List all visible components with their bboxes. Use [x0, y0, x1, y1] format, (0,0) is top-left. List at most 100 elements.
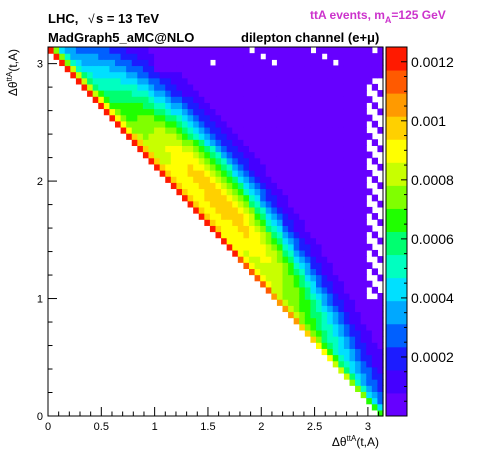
palette-swatch [386, 47, 407, 71]
heatmap-cell [165, 114, 172, 122]
heatmap-cell [343, 77, 351, 85]
heatmap-cell [271, 213, 278, 220]
heatmap-cell [204, 71, 211, 79]
heatmap-cell [260, 108, 267, 116]
heatmap-cell [304, 262, 312, 269]
heatmap-cell [170, 139, 178, 146]
heatmap-cell [343, 170, 351, 177]
heatmap-cell [75, 59, 83, 67]
heatmap-cell [198, 120, 205, 128]
heatmap-cell [360, 348, 367, 356]
heatmap-cell [170, 170, 178, 177]
heatmap-cell [371, 397, 379, 405]
heatmap-cell [355, 354, 362, 362]
heatmap-cell [103, 102, 111, 110]
heatmap-cell [360, 231, 367, 239]
heatmap-cell [321, 170, 328, 177]
heatmap-cell [355, 342, 362, 349]
heatmap-cell [327, 194, 334, 202]
heatmap-cell [243, 256, 250, 263]
heatmap-cell [282, 293, 289, 300]
heatmap-cell [304, 219, 312, 226]
heatmap-cell [232, 83, 239, 91]
heatmap-cell [332, 280, 339, 288]
heatmap-cell [243, 120, 250, 128]
heatmap-cell [137, 59, 144, 67]
heatmap-cell [366, 305, 373, 313]
heatmap-cell [304, 194, 312, 202]
heatmap-cell [120, 47, 127, 54]
heatmap-cell [215, 170, 222, 177]
y-title-main: Δθ [6, 81, 20, 96]
heatmap-cell [349, 182, 356, 190]
heatmap-cell [237, 114, 245, 122]
heatmap-cell [338, 77, 345, 85]
heatmap-cell [316, 151, 323, 159]
x-tick-label: 1.5 [200, 421, 215, 433]
heatmap-cell [176, 126, 183, 134]
heatmap-cell [355, 71, 362, 79]
heatmap-cell [377, 59, 384, 67]
heatmap-cell [371, 336, 379, 343]
heatmap-cell [70, 53, 77, 60]
heatmap-cell [288, 65, 295, 73]
heatmap-cell [182, 145, 189, 153]
palette-tick-label: 0.0002 [411, 349, 454, 365]
heatmap-cell [204, 83, 211, 91]
heatmap-cell [232, 90, 239, 97]
heatmap-cell [209, 126, 217, 134]
heatmap-cell [355, 317, 362, 325]
heatmap-cell [360, 268, 367, 276]
heatmap-cell [232, 176, 239, 183]
heatmap-cell [366, 311, 373, 319]
heatmap-cell [332, 200, 339, 208]
heatmap-cell [209, 182, 217, 190]
y-title-sup: ttA [5, 71, 14, 81]
heatmap-cell [232, 96, 239, 103]
heatmap-cell [343, 231, 351, 239]
heatmap-cell [299, 157, 306, 165]
heatmap-cell [327, 286, 334, 294]
heatmap-cell [254, 237, 261, 245]
heatmap-cell [360, 176, 367, 183]
heatmap-cell [316, 311, 323, 319]
heatmap-cell [360, 213, 367, 220]
heatmap-cell [271, 139, 278, 146]
heatmap-cell [316, 96, 323, 103]
heatmap-cell [98, 83, 105, 91]
heatmap-cell [265, 206, 272, 214]
heatmap-cell [377, 348, 384, 356]
heatmap-cell [327, 348, 334, 356]
heatmap-cell [316, 120, 323, 128]
heatmap-cell [343, 219, 351, 226]
heatmap-cell [271, 65, 278, 73]
heatmap-cell [142, 59, 150, 67]
heatmap-cell [360, 286, 367, 294]
heatmap-cell [282, 163, 289, 171]
heatmap-cell [310, 145, 317, 153]
heatmap-cell [366, 348, 373, 356]
heatmap-cell [332, 96, 339, 103]
heatmap-cell [355, 133, 362, 140]
heatmap-cell [131, 90, 138, 97]
heatmap-cell [204, 188, 211, 196]
heatmap-cell [237, 157, 245, 165]
heatmap-cell [81, 47, 88, 54]
heatmap-cell [187, 83, 194, 91]
heatmap-cell [170, 90, 178, 97]
heatmap-cell [209, 176, 217, 183]
heatmap-cell [154, 151, 161, 159]
heatmap-cell [154, 145, 161, 153]
heatmap-cell [355, 126, 362, 134]
heatmap-cell [148, 102, 155, 110]
heatmap-cell [148, 139, 155, 146]
heatmap-cell [126, 102, 133, 110]
heatmap-cell [260, 249, 267, 257]
heatmap-cell [321, 256, 328, 263]
heatmap-cell [276, 299, 284, 306]
heatmap-cell [349, 280, 356, 288]
heatmap-cell [377, 256, 384, 263]
heatmap-cell [215, 71, 222, 79]
heatmap-cell [226, 65, 233, 73]
heatmap-cell [332, 299, 339, 306]
